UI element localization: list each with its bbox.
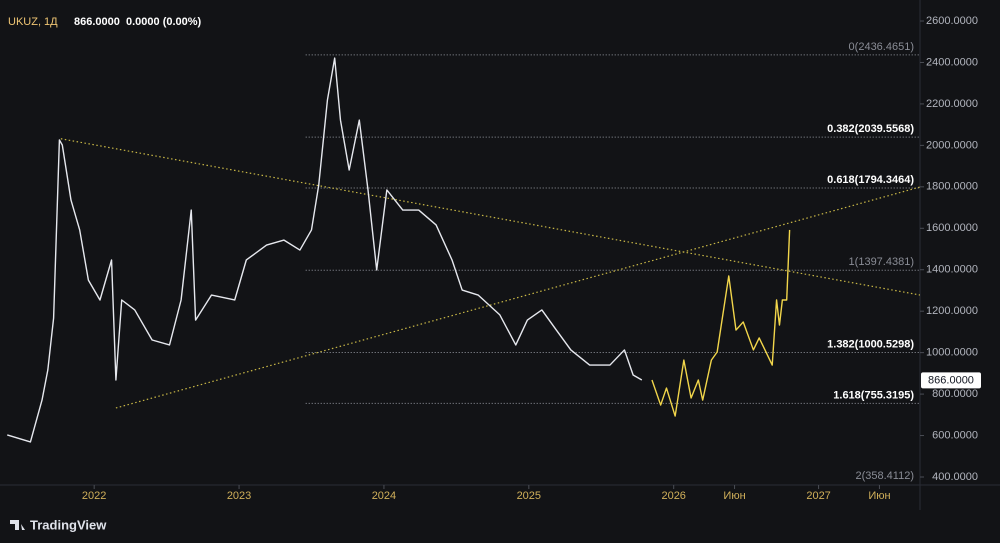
fib-label: 2(358.4112) <box>855 470 914 482</box>
trendline <box>115 186 920 409</box>
y-tick-label: 2000.0000 <box>926 139 978 151</box>
price-line <box>651 229 791 417</box>
y-tick-label: 1400.0000 <box>926 264 978 276</box>
change: 0.0000 (0.00%) <box>126 16 202 28</box>
price-line <box>7 57 643 443</box>
y-tick-label: 2200.0000 <box>926 98 978 110</box>
y-tick-label: 400.0000 <box>932 471 978 483</box>
y-tick-label: 1600.0000 <box>926 222 978 234</box>
x-tick-label: 2022 <box>82 490 106 502</box>
y-tick-label: 2600.0000 <box>926 15 978 27</box>
x-tick-label: Июн <box>723 490 745 502</box>
trendline <box>60 138 920 296</box>
y-tick-label: 2400.0000 <box>926 56 978 68</box>
y-tick-label: 800.0000 <box>932 388 978 400</box>
last-price-label: 866.0000 <box>928 374 974 386</box>
symbol: UKUZ, 1Д <box>8 16 58 28</box>
logo-text: TradingView <box>30 517 107 532</box>
last-price-tag <box>921 372 981 389</box>
x-tick-label: 2026 <box>661 490 685 502</box>
x-tick-label: 2023 <box>227 490 251 502</box>
x-tick-label: 2024 <box>372 490 396 502</box>
y-tick-label: 1800.0000 <box>926 181 978 193</box>
last-value: 866.0000 <box>74 16 120 28</box>
fib-label: 1.382(1000.5298) <box>827 338 914 350</box>
fib-label: 0.618(1794.3464) <box>827 174 914 186</box>
y-tick-label: 1200.0000 <box>926 305 978 317</box>
x-tick-label: 2025 <box>517 490 541 502</box>
x-tick-label: 2027 <box>806 490 830 502</box>
y-tick-label: 1000.0000 <box>926 347 978 359</box>
fib-label: 0(2436.4651) <box>849 41 914 53</box>
fib-label: 0.382(2039.5568) <box>827 123 914 135</box>
plot-area <box>7 54 920 443</box>
y-tick-label: 600.0000 <box>932 429 978 441</box>
logo[interactable]: TradingView <box>10 517 107 532</box>
logo-icon <box>10 520 25 530</box>
x-tick-label: Июн <box>868 490 890 502</box>
fib-label: 1.618(755.3195) <box>833 389 914 401</box>
fib-label: 1(1397.4381) <box>849 256 914 268</box>
